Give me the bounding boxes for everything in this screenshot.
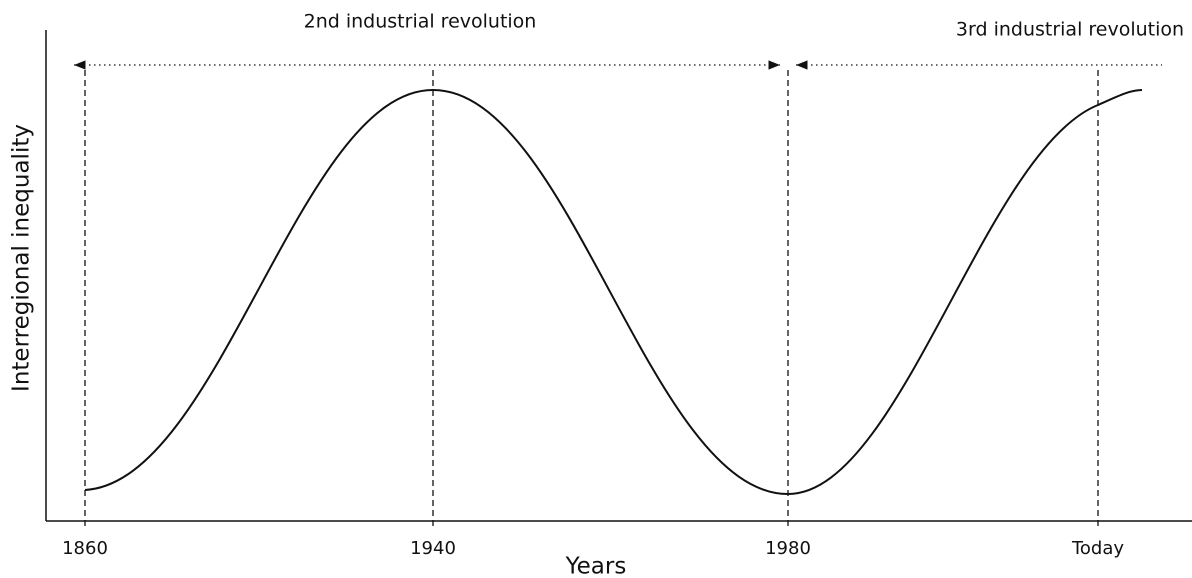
inequality-curve	[84, 88, 1143, 496]
x-tick-label: 1940	[410, 538, 456, 559]
x-tick-label: Today	[1071, 538, 1124, 559]
x-tick-label: 1980	[765, 538, 811, 559]
period-label: 3rd industrial revolution	[956, 19, 1184, 41]
x-tick-label: 1860	[62, 538, 108, 559]
y-axis-label: Interregional inequality	[9, 124, 35, 392]
period-label: 2nd industrial revolution	[304, 11, 537, 33]
x-axis-label: Years	[565, 554, 627, 578]
